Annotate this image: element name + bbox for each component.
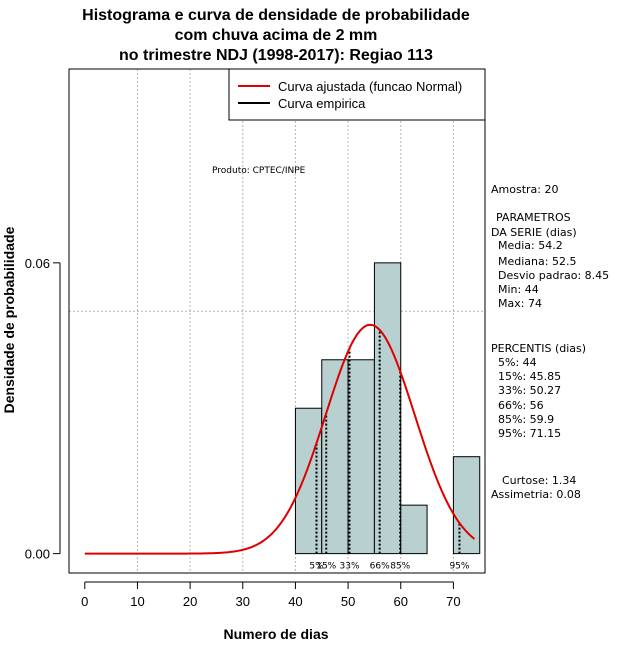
kurtosis: Curtose: 1.34 [502,474,576,487]
percentile-label-15pct: 15% [316,562,336,572]
stats-panel: Amostra: 20 PARAMETROS DA SERIE (dias) M… [491,183,609,501]
percentile-label-66pct: 66% [370,562,390,572]
params-heading-2: DA SERIE (dias) [491,226,577,239]
param-std: Desvio padrao: 8.45 [498,269,609,282]
histogram-bar-6 [452,456,481,555]
percentil-33: 33%: 50.27 [498,384,561,397]
percentis-heading: PERCENTIS (dias) [491,342,586,355]
x-tick-label-4: 40 [288,594,302,609]
legend-box [228,68,486,121]
plot-frame [68,68,486,574]
y-tick-label-1: 0.06 [25,256,50,271]
param-mean: Media: 54.2 [498,239,563,252]
grid [69,68,485,573]
param-max: Max: 74 [498,297,542,310]
chart-title-line-1: Histograma e curva de densidade de proba… [82,7,470,24]
x-tick-label-2: 20 [183,594,197,609]
percentile-lines: 5%15% 33% 66% 85% 95% [309,329,470,572]
x-tick-label-5: 50 [341,594,355,609]
percentile-label-5pct: 5% [309,562,324,572]
legend: Curva ajustada (funcao Normal) Curva emp… [228,68,486,121]
percentil-5: 5%: 44 [498,356,537,369]
params-heading-1: PARAMETROS [496,211,571,224]
x-tick-label-3: 30 [236,594,250,609]
histogram-bar-2 [347,359,375,555]
percentil-66: 66%: 56 [498,399,544,412]
fitted-normal-curve [84,323,476,555]
axes: 0 10 20 30 40 50 60 70 0.00 0.06 [25,256,461,609]
sample-size: Amostra: 20 [491,183,558,196]
legend-label-empirical: Curva empirica [278,96,366,111]
fitted-curve-group [84,323,476,555]
y-tick-label-0: 0.00 [25,547,50,562]
histogram-bar-4 [400,504,428,555]
percentile-label-95pct: 95% [449,562,469,572]
chart-title-line-3: no trimestre NDJ (1998-2017): Regiao 113 [119,47,433,64]
x-axis-title: Numero de dias [223,626,328,642]
percentile-label-33pct: 33% [340,562,360,572]
chart-title-line-2: com chuva acima de 2 mm [175,27,378,44]
y-axis-title: Densidade de probabilidade [1,226,17,413]
x-tick-label-1: 10 [130,594,144,609]
percentil-15: 15%: 45.85 [498,370,561,383]
x-tick-label-0: 0 [81,594,88,609]
product-annotation: Produto: CPTEC/INPE [212,166,306,176]
skewness: Assimetria: 0.08 [491,488,581,501]
param-min: Min: 44 [498,283,539,296]
percentile-label-85pct: 85% [390,562,410,572]
legend-label-fitted: Curva ajustada (funcao Normal) [278,79,462,94]
param-median: Mediana: 52.5 [498,255,576,268]
percentil-95: 95%: 71.15 [498,427,561,440]
percentil-85: 85%: 59.9 [498,413,554,426]
histogram-bar-0 [294,407,323,555]
x-tick-label-7: 70 [446,594,460,609]
x-tick-label-6: 60 [394,594,408,609]
histogram-bar-3 [373,262,402,555]
